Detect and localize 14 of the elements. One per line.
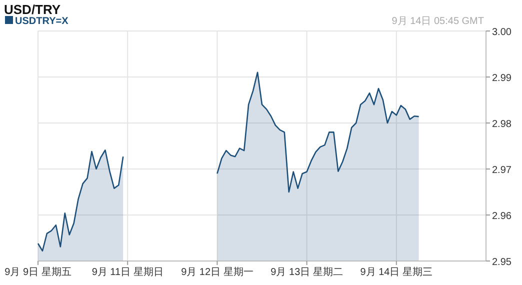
x-tick-label: 9月 11日 星期日 [92,266,164,278]
y-tick-label: 2.99 [492,73,512,84]
y-tick-label: 2.97 [492,165,512,176]
y-tick-label: 2.95 [492,257,512,268]
y-tick-label: 3.00 [492,27,512,38]
x-tick-label: 9月 14日 星期三 [360,266,433,278]
text: 9月 14日 05:45 GMT [392,16,484,27]
y-tick-label: 2.98 [492,119,512,130]
chart-title: USD/TRY [4,2,61,17]
x-tick-label: 9月 12日 星期一 [181,266,254,278]
x-tick-label: 9月 9日 星期五 [4,266,72,278]
legend-label: USDTRY=X [15,16,69,27]
y-tick-label: 2.96 [492,211,512,222]
x-tick-label: 9月 13日 星期二 [270,266,343,278]
